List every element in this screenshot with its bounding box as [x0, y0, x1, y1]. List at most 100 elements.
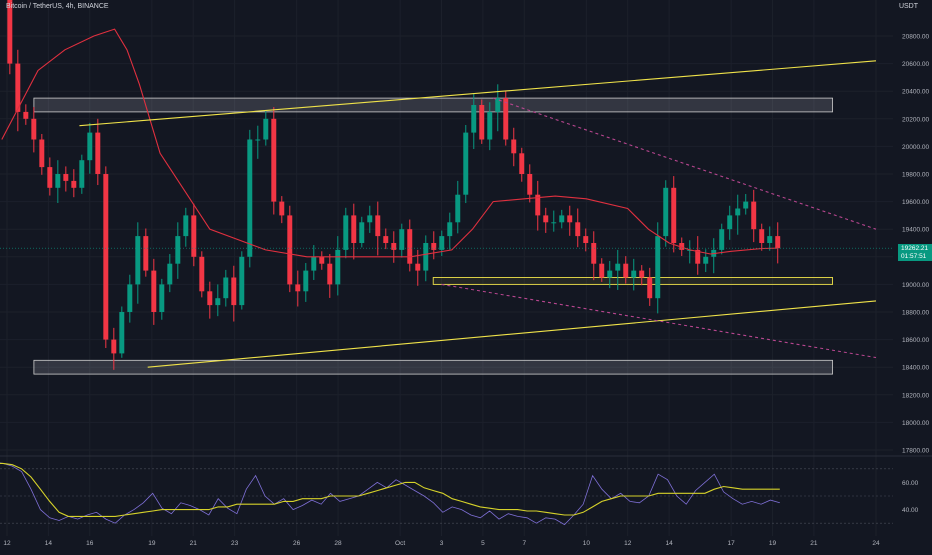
candle-body: [159, 284, 165, 312]
candle-body: [31, 118, 37, 140]
candle-body: [759, 229, 765, 243]
candle-body: [671, 187, 677, 243]
price-axis-tick: 20400.00: [902, 89, 929, 96]
candle-body: [695, 249, 701, 264]
candle-body: [359, 222, 365, 243]
candle-body: [71, 180, 77, 188]
candle-body: [87, 132, 93, 161]
candle-body: [279, 201, 285, 216]
candle-body: [599, 263, 605, 278]
candle-body: [415, 263, 421, 271]
candle-body: [327, 263, 333, 285]
candle-body: [743, 201, 749, 209]
candle-body: [615, 263, 621, 271]
candle-body: [7, 0, 13, 64]
price-axis-tick: 20600.00: [902, 61, 929, 68]
candle-body: [311, 256, 317, 271]
candle-body: [487, 111, 493, 140]
candle-body: [151, 270, 157, 312]
symbol-title: Bitcoin / TetherUS, 4h, BINANCE: [6, 3, 109, 10]
candle-body: [183, 215, 189, 237]
price-axis-tick: 19600.00: [902, 199, 929, 206]
time-axis-tick: 7: [522, 540, 526, 547]
candle-body: [431, 243, 437, 250]
time-axis-tick: 17: [728, 540, 736, 547]
last-price-value: 19262.21: [901, 245, 929, 252]
candle-body: [135, 236, 141, 285]
time-axis-tick: 21: [190, 540, 198, 547]
candle-body: [775, 236, 781, 249]
candle-body: [55, 174, 61, 188]
time-axis-tick: 12: [624, 540, 632, 547]
candle-body: [663, 187, 669, 237]
candle-body: [567, 215, 573, 223]
candle-body: [463, 132, 469, 195]
candle-body: [375, 215, 381, 237]
candle-body: [119, 312, 125, 354]
time-axis-tick: 21: [810, 540, 818, 547]
candle-body: [47, 167, 53, 188]
price-axis-tick: 19400.00: [902, 227, 929, 234]
rsi-axis-tick: 40.00: [902, 507, 919, 514]
dashed-lower-trendline: [441, 283, 877, 359]
time-axis-tick: 14: [665, 540, 673, 547]
candle-body: [39, 139, 45, 168]
candle-body: [455, 194, 461, 223]
candle-body: [607, 270, 613, 278]
candle-body: [303, 270, 309, 292]
candle-body: [79, 160, 85, 188]
candle-body: [639, 270, 645, 278]
price-axis-tick: 19000.00: [902, 282, 929, 289]
candle-body: [423, 243, 429, 271]
candle-body: [95, 132, 101, 174]
time-axis-tick: 12: [3, 540, 11, 547]
candle-body: [535, 194, 541, 216]
candle-body: [199, 256, 205, 292]
candle-body: [63, 174, 69, 181]
candle-body: [223, 277, 229, 299]
candle-body: [231, 277, 237, 306]
price-axis-tick: 20800.00: [902, 34, 929, 41]
candle-body: [543, 215, 549, 223]
candle-body: [335, 249, 341, 285]
candle-body: [439, 236, 445, 250]
candle-body: [399, 229, 405, 250]
candle-body: [239, 256, 245, 306]
demand-zone-bottom-box: [33, 359, 833, 375]
time-axis-tick: 3: [440, 540, 444, 547]
candle-body: [751, 201, 757, 230]
price-axis-tick: 20200.00: [902, 116, 929, 123]
last-price-badge: 19262.21 01:57:51: [898, 244, 932, 261]
candle-body: [511, 139, 517, 154]
candle-body: [527, 174, 533, 195]
time-axis-tick: 14: [45, 540, 53, 547]
candle-body: [591, 243, 597, 264]
candle-body: [191, 215, 197, 257]
time-axis-tick: 16: [86, 540, 94, 547]
candle-body: [767, 236, 773, 243]
price-axis-tick: 18000.00: [902, 420, 929, 427]
candle-body: [655, 236, 661, 299]
candle-body: [143, 236, 149, 271]
candle-body: [207, 291, 213, 306]
candle-body: [247, 139, 253, 257]
candle-body: [623, 263, 629, 278]
price-axis-tick: 19800.00: [902, 172, 929, 179]
candle-body: [495, 98, 501, 112]
candle-body: [719, 229, 725, 250]
candle-body: [631, 270, 637, 278]
candle-body: [583, 236, 589, 243]
candle-body: [391, 243, 397, 250]
candle-body: [167, 263, 173, 285]
time-axis-tick: 19: [769, 540, 777, 547]
candle-body: [703, 256, 709, 264]
price-axis-tick: 18800.00: [902, 310, 929, 317]
candle-body: [111, 339, 117, 354]
time-axis-tick: 26: [293, 540, 301, 547]
support-channel-line: [147, 300, 877, 368]
candle-body: [215, 298, 221, 306]
candle-body: [319, 256, 325, 264]
candle-body: [647, 277, 653, 299]
